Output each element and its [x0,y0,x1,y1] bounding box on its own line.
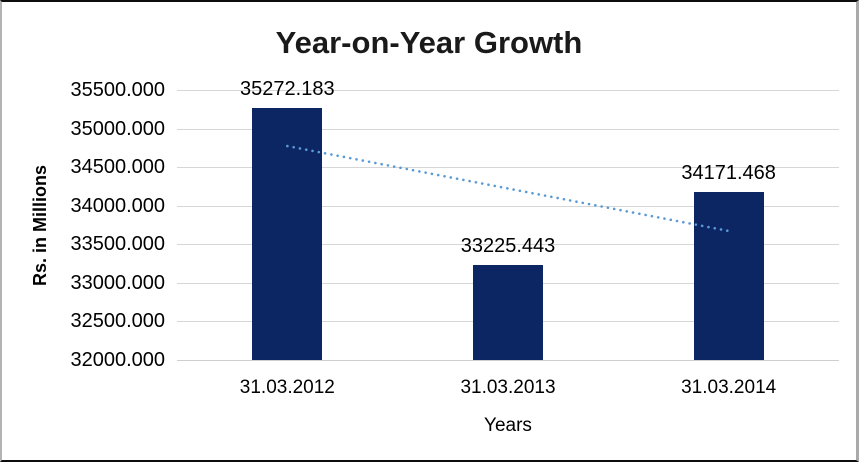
bar-value-label: 35272.183 [240,77,335,100]
gridline [177,128,839,130]
x-axis-title: Years [484,415,532,436]
y-axis-title: Rs. in Millions [29,164,50,286]
chart-title: Year-on-Year Growth [275,25,583,60]
y-tick-label: 33000.000 [70,271,165,294]
gridline [177,205,839,207]
gridline [177,244,839,246]
bar [473,265,543,360]
bar [252,107,323,360]
y-tick-label: 35500.000 [70,79,165,101]
y-tick-label: 32500.000 [70,310,165,333]
y-tick-label: 34500.000 [70,156,165,179]
gridline [177,167,839,169]
x-axis-line [177,360,839,361]
y-tick-label: 33500.000 [70,233,165,256]
x-category-label: 31.03.2012 [239,377,335,398]
y-tick-label: 34000.000 [70,194,165,217]
bar-value-label: 34171.468 [681,162,776,185]
bar [693,192,764,360]
linear-trendline [286,144,730,233]
bar-value-label: 33225.443 [460,235,556,258]
gridline [177,90,839,91]
x-category-label: 31.03.2014 [681,377,777,398]
x-category-label: 31.03.2013 [460,377,556,398]
y-tick-label: 32000.000 [70,349,165,371]
y-tick-label: 35000.000 [70,117,165,140]
